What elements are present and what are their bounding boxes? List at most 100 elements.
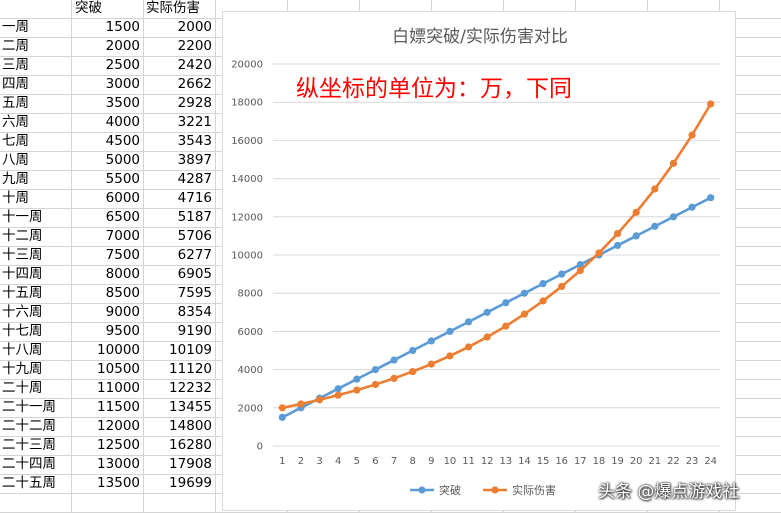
chart-area[interactable]: 0 2000 4000 6000 8000 10000 12000 14000 16000 180… <box>222 11 736 511</box>
table-cell[interactable]: 3000 <box>105 76 140 92</box>
table-cell[interactable]: 9190 <box>177 323 212 339</box>
table-cell[interactable]: 13455 <box>169 399 212 415</box>
table-cell[interactable]: 4500 <box>105 133 140 149</box>
table-header-cell[interactable]: 实际伤害 <box>146 0 200 16</box>
table-cell[interactable]: 9500 <box>105 323 140 339</box>
table-cell[interactable]: 八周 <box>2 152 29 168</box>
data-point <box>595 249 603 257</box>
table-cell[interactable]: 3221 <box>177 114 212 130</box>
table-cell[interactable]: 7595 <box>177 285 212 301</box>
table-cell[interactable]: 五周 <box>2 95 29 111</box>
table-cell[interactable]: 十一周 <box>2 209 43 225</box>
table-cell[interactable]: 10500 <box>97 361 140 377</box>
table-cell[interactable]: 13500 <box>97 475 140 491</box>
table-cell[interactable]: 16280 <box>169 437 212 453</box>
table-cell[interactable]: 12000 <box>97 418 140 434</box>
table-cell[interactable]: 3543 <box>177 133 212 149</box>
table-cell[interactable]: 四周 <box>2 76 29 92</box>
table-cell[interactable]: 十五周 <box>2 285 43 301</box>
table-cell[interactable]: 9000 <box>105 304 140 320</box>
table-cell[interactable]: 2000 <box>105 38 140 54</box>
unit-annotation: 纵坐标的单位为：万，下同 <box>296 76 572 102</box>
table-cell[interactable]: 6277 <box>177 247 212 263</box>
table-cell[interactable]: 10000 <box>97 342 140 358</box>
table-cell[interactable]: 5706 <box>177 228 212 244</box>
y-tick-label: 2000 <box>238 403 263 414</box>
table-cell[interactable]: 十七周 <box>2 323 43 339</box>
data-point <box>688 131 696 139</box>
table-cell[interactable]: 5000 <box>105 152 140 168</box>
table-cell[interactable]: 2928 <box>177 95 212 111</box>
table-cell[interactable]: 3897 <box>177 152 212 168</box>
data-point <box>558 270 566 278</box>
table-cell[interactable]: 2500 <box>105 57 140 73</box>
table-cell[interactable]: 4716 <box>177 190 212 206</box>
table-cell[interactable]: 十二周 <box>2 228 43 244</box>
table-cell[interactable]: 2000 <box>177 19 212 35</box>
table-cell[interactable]: 11120 <box>169 361 212 377</box>
table-cell[interactable]: 2662 <box>177 76 212 92</box>
table-cell[interactable]: 5187 <box>177 209 212 225</box>
table-cell[interactable]: 六周 <box>2 114 29 130</box>
table-cell[interactable]: 二十三周 <box>2 437 56 453</box>
x-tick-label: 24 <box>704 456 717 467</box>
table-cell[interactable]: 13000 <box>97 456 140 472</box>
x-tick-label: 5 <box>354 456 360 467</box>
table-cell[interactable]: 二十四周 <box>2 456 56 472</box>
table-cell[interactable]: 4000 <box>105 114 140 130</box>
table-cell[interactable]: 二周 <box>2 38 29 54</box>
data-point <box>520 310 529 318</box>
table-cell[interactable]: 7000 <box>105 228 140 244</box>
x-tick-label: 21 <box>648 456 661 467</box>
table-cell[interactable]: 6500 <box>105 209 140 225</box>
table-cell[interactable]: 5500 <box>105 171 140 187</box>
y-tick-label: 12000 <box>231 212 263 223</box>
x-tick-label: 22 <box>667 456 680 467</box>
table-cell[interactable]: 11000 <box>97 380 140 396</box>
table-cell[interactable]: 2420 <box>177 57 212 73</box>
table-cell[interactable]: 19699 <box>169 475 212 491</box>
table-cell[interactable]: 十四周 <box>2 266 43 282</box>
table-cell[interactable]: 14800 <box>169 418 212 434</box>
table-cell[interactable]: 一周 <box>2 19 29 35</box>
watermark: 头条 @爆点游戏社 <box>598 482 740 502</box>
table-cell[interactable]: 7500 <box>105 247 140 263</box>
table-cell[interactable]: 8500 <box>105 285 140 301</box>
table-cell[interactable]: 二十周 <box>2 380 43 396</box>
table-cell[interactable]: 二十二周 <box>2 418 56 434</box>
table-cell[interactable]: 三周 <box>2 57 29 73</box>
table-cell[interactable]: 2200 <box>177 38 212 54</box>
x-tick-label: 9 <box>428 456 434 467</box>
table-cell[interactable]: 12232 <box>169 380 212 396</box>
table-cell[interactable]: 二十五周 <box>2 475 56 491</box>
table-cell[interactable]: 1500 <box>105 19 140 35</box>
table-cell[interactable]: 6905 <box>177 266 212 282</box>
table-header-cell[interactable] <box>2 0 72 18</box>
data-point <box>427 337 435 345</box>
table-cell[interactable]: 17908 <box>169 456 212 472</box>
table-cell[interactable]: 十三周 <box>2 247 43 263</box>
table-cell[interactable]: 十九周 <box>2 361 43 377</box>
table-cell[interactable]: 4287 <box>177 171 212 187</box>
table-cell[interactable]: 十八周 <box>2 342 43 358</box>
table-cell[interactable]: 6000 <box>105 190 140 206</box>
table-cell[interactable]: 8000 <box>105 266 140 282</box>
data-point <box>464 343 473 351</box>
data-point <box>446 352 454 360</box>
table-cell[interactable]: 十六周 <box>2 304 43 320</box>
table-cell[interactable]: 十周 <box>2 190 29 206</box>
data-point <box>688 203 696 211</box>
table-cell[interactable]: 二十一周 <box>2 399 56 415</box>
table-cell[interactable]: 11500 <box>97 399 140 415</box>
data-point <box>390 374 398 382</box>
table-cell[interactable]: 九周 <box>2 171 29 187</box>
table-header-cell[interactable]: 突破 <box>75 0 102 16</box>
data-point <box>613 230 622 238</box>
table-cell[interactable]: 3500 <box>105 95 140 111</box>
data-point <box>558 282 566 291</box>
table-cell[interactable]: 七周 <box>2 133 29 149</box>
legend-marker <box>491 486 499 494</box>
table-cell[interactable]: 10109 <box>169 342 212 358</box>
table-cell[interactable]: 12500 <box>97 437 140 453</box>
table-cell[interactable]: 8354 <box>177 304 212 320</box>
